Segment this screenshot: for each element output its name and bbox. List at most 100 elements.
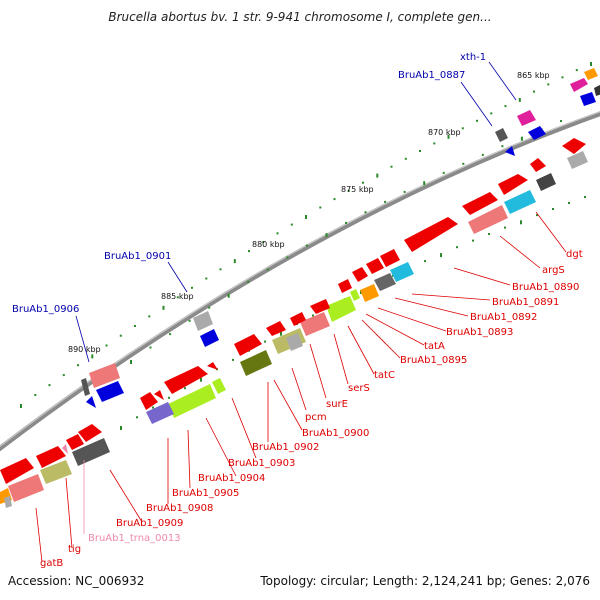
scale-dot: [520, 220, 522, 225]
scale-dot: [176, 296, 179, 299]
feature-arrow: [96, 381, 124, 402]
scale-dot: [362, 181, 364, 184]
gene-label-BruAb1_0900: BruAb1_0900: [302, 428, 369, 439]
gene-label-surE: surE: [326, 399, 348, 410]
feature-arrow: [580, 92, 596, 106]
scale-dot: [424, 260, 426, 263]
scale-dot: [312, 314, 314, 317]
scale-dot: [136, 416, 138, 419]
scale-dot: [232, 358, 234, 361]
feature-arrow: [78, 424, 102, 442]
scale-dot: [518, 97, 521, 102]
feature-arrow: [594, 85, 600, 96]
feature-arrow: [352, 267, 368, 282]
scale-dot: [233, 259, 236, 264]
leader-BruAb1_0909: [109, 469, 143, 523]
scale-dot: [248, 250, 250, 253]
scale-dot: [345, 222, 347, 224]
tick-label-885: 885 kbp: [161, 292, 194, 301]
backbone-ring: [0, 111, 600, 452]
feature-arrow: [146, 402, 174, 424]
leader-BruAb1_0891: [411, 293, 491, 301]
scale-dot: [501, 145, 504, 148]
scale-dot: [547, 83, 550, 86]
leader-xth-1: [488, 61, 517, 101]
forward-strand-features: [81, 68, 600, 408]
feature-arrow: [4, 496, 12, 508]
feature-arrow: [374, 273, 396, 291]
feature-arrow: [164, 366, 208, 394]
scale-dot: [476, 119, 478, 122]
leader-BruAb1_0903: [231, 397, 257, 459]
scale-dot: [333, 198, 336, 201]
scale-dot: [462, 162, 465, 165]
scale-dot: [319, 206, 322, 209]
feature-arrow: [584, 68, 598, 80]
scale-dot: [119, 334, 122, 337]
scale-dot: [568, 202, 570, 204]
feature-arrow: [504, 190, 536, 214]
feature-arrow: [81, 378, 90, 396]
feature-arrow: [168, 384, 216, 418]
feature-arrow: [310, 299, 330, 314]
scale-dot: [488, 233, 490, 235]
scale-dot: [461, 127, 464, 130]
scale-dot: [290, 223, 293, 226]
scale-dot: [266, 268, 269, 271]
scale-dot: [149, 346, 152, 349]
scale-dot: [152, 406, 154, 409]
scale-dot: [533, 90, 535, 93]
feature-arrow: [360, 284, 379, 302]
scale-dot: [419, 150, 421, 152]
feature-arrow: [567, 151, 588, 169]
scale-dot: [552, 208, 554, 210]
feature-arrow: [300, 312, 330, 336]
leader-BruAb1_0900: [273, 379, 303, 431]
feature-arrow: [8, 474, 44, 502]
scale-dot: [520, 136, 523, 141]
gene-label-BruAb1_0904: BruAb1_0904: [198, 473, 265, 484]
feature-arrow: [234, 334, 262, 356]
scale-dot: [184, 387, 186, 390]
feature-arrow: [207, 362, 218, 370]
feature-arrow: [40, 460, 72, 484]
scale-dot: [384, 200, 387, 203]
scale-dot: [20, 404, 22, 408]
scale-dot: [208, 306, 211, 309]
scale-dot: [105, 344, 108, 347]
scale-dot: [227, 293, 230, 298]
feature-arrow: [266, 321, 286, 336]
feature-arrow: [380, 249, 400, 267]
feature-arrow: [66, 434, 84, 450]
scale-dot: [264, 340, 266, 343]
scale-dot: [169, 333, 172, 336]
scale-dot: [504, 105, 507, 108]
feature-arrow: [404, 217, 458, 252]
scale-dot: [34, 394, 37, 396]
leader-BruAb1_0906: [75, 315, 90, 363]
feature-arrow: [536, 173, 556, 191]
scale-dot: [188, 319, 191, 322]
feature-arrow: [36, 446, 66, 468]
scale-dot: [77, 364, 79, 367]
leader-BruAb1_0887: [460, 81, 493, 127]
feature-arrow: [212, 378, 226, 394]
feature-arrow: [390, 262, 414, 282]
feature-arrow: [462, 192, 498, 215]
scale-dot: [575, 69, 578, 72]
scale-dot: [219, 268, 222, 271]
feature-arrow: [72, 438, 110, 466]
gene-label-serS: serS: [348, 383, 370, 394]
feature-arrow: [0, 458, 34, 484]
scale-dot: [560, 120, 562, 122]
feature-arrow: [366, 258, 384, 274]
feature-arrow: [468, 205, 508, 234]
feature-arrow: [562, 138, 586, 154]
gene-label-BruAb1_0893: BruAb1_0893: [446, 327, 513, 338]
backbone-highlight: [0, 111, 600, 447]
scale-dot: [162, 305, 165, 310]
gene-label-BruAb1_0905: BruAb1_0905: [172, 488, 239, 499]
scale-dot: [247, 280, 250, 283]
scale-dot: [403, 190, 406, 193]
scale-dot: [472, 239, 474, 242]
